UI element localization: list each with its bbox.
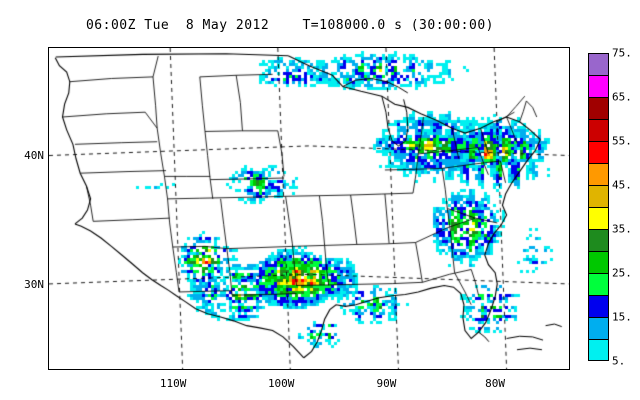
colorbar-band-45-50	[588, 163, 609, 185]
x-tick-110W: 110W	[159, 377, 187, 390]
colorbar-band-30-35	[588, 229, 609, 251]
colorbar-tick-5: 5.	[612, 354, 626, 368]
colorbar-band-20-25	[588, 273, 609, 295]
colorbar-band-40-45	[588, 185, 609, 207]
colorbar-band-5-10	[588, 339, 609, 361]
colorbar	[588, 53, 609, 361]
colorbar-band-50-55	[588, 141, 609, 163]
y-tick-40N: 40N	[24, 149, 44, 163]
y-tick-30N: 30N	[24, 278, 44, 292]
colorbar-band-35-40	[588, 207, 609, 229]
x-tick-100W: 100W	[267, 377, 295, 390]
colorbar-tick-45: 45.	[612, 178, 632, 192]
colorbar-tick-15: 15.	[612, 310, 632, 324]
colorbar-tick-55: 55.	[612, 134, 632, 148]
x-tick-80W: 80W	[485, 377, 505, 390]
colorbar-band-60-65	[588, 97, 609, 119]
radar-map-plot[interactable]	[48, 47, 570, 370]
colorbar-band-65-70	[588, 75, 609, 97]
radar-reflectivity-canvas	[49, 48, 569, 369]
colorbar-tick-65: 65.	[612, 90, 632, 104]
colorbar-band-55-60	[588, 119, 609, 141]
colorbar-band-10-15	[588, 317, 609, 339]
colorbar-band-15-20	[588, 295, 609, 317]
colorbar-tick-25: 25.	[612, 266, 632, 280]
colorbar-tick-35: 35.	[612, 222, 632, 236]
colorbar-band-25-30	[588, 251, 609, 273]
page-title: 06:00Z Tue 8 May 2012 T=108000.0 s (30:0…	[85, 18, 494, 33]
colorbar-tick-75: 75.	[612, 46, 632, 60]
x-tick-90W: 90W	[376, 377, 397, 390]
colorbar-band-70-75	[588, 53, 609, 75]
